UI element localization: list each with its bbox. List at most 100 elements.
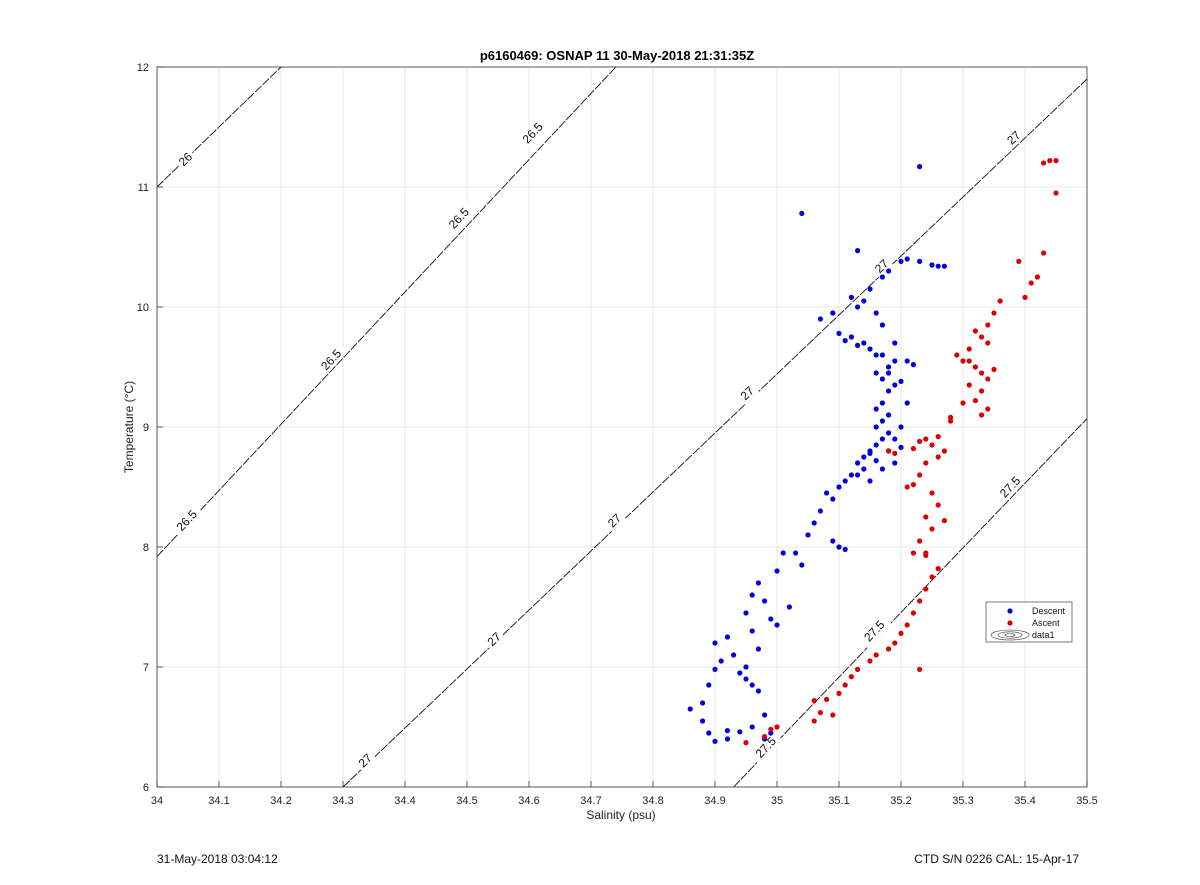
ascent-point (991, 366, 997, 372)
ascent-point (929, 574, 935, 580)
density-contour-27.5 (733, 418, 1088, 788)
y-tick-label: 11 (138, 182, 149, 194)
descent-point (755, 646, 762, 652)
ascent-point (923, 586, 929, 592)
descent-point (799, 562, 805, 568)
descent-point (886, 412, 892, 418)
ascent-point (867, 658, 873, 664)
descent-point (898, 424, 904, 430)
ascent-point (910, 482, 917, 488)
descent-point (700, 718, 706, 724)
descent-point (799, 210, 805, 216)
ascent-point (979, 370, 985, 376)
x-tick-label: 34 (151, 795, 163, 807)
ascent-point (935, 434, 941, 440)
ascent-point (923, 514, 929, 520)
ascent-point (811, 718, 817, 724)
descent-point (737, 729, 743, 735)
ascent-point (954, 352, 960, 358)
density-contour-27 (342, 78, 1088, 788)
ascent-point (972, 328, 979, 334)
descent-point (855, 304, 861, 310)
descent-point (805, 532, 811, 538)
x-tick-label: 35.3 (952, 795, 973, 807)
ascent-point (842, 682, 848, 688)
descent-point (861, 340, 867, 346)
ascent-point (917, 666, 923, 673)
descent-point (743, 664, 749, 670)
legend: Descent Ascent data1 (985, 601, 1073, 643)
descent-point (861, 454, 867, 460)
descent-point (867, 478, 873, 484)
descent-point (774, 622, 780, 628)
ascent-point (1047, 158, 1053, 164)
x-tick-label: 35.4 (1014, 795, 1035, 807)
descent-point (743, 676, 749, 682)
contour-label-bg (314, 342, 348, 377)
descent-point (724, 634, 731, 640)
ascent-point (966, 382, 972, 388)
descent-point (762, 712, 768, 718)
legend-ascent-label: Ascent (1032, 618, 1060, 628)
descent-point (910, 362, 917, 368)
x-tick-label: 34.5 (456, 795, 477, 807)
descent-point (743, 610, 749, 616)
ascent-point (873, 652, 879, 658)
descent-point (842, 338, 848, 344)
descent-point (724, 736, 731, 742)
descent-point (774, 568, 780, 574)
descent-point (879, 352, 886, 358)
descent-point (886, 430, 892, 436)
descent-point (886, 388, 892, 394)
descent-point (904, 358, 910, 364)
ascent-point (929, 442, 935, 448)
ascent-point (972, 398, 979, 404)
descent-point (898, 378, 904, 384)
descent-point (873, 424, 879, 430)
ascent-point (836, 690, 842, 697)
contour-label-bg (515, 115, 550, 151)
ascent-point (917, 538, 923, 544)
ascent-point (1053, 158, 1059, 164)
descent-point (917, 258, 923, 264)
descent-point (687, 706, 693, 712)
ascent-point (948, 414, 954, 420)
descent-point (867, 286, 873, 292)
descent-point (817, 508, 824, 514)
y-tick-label: 9 (143, 422, 149, 434)
ascent-point (935, 502, 941, 508)
legend-data1-label: data1 (1032, 630, 1055, 640)
descent-point (873, 406, 879, 412)
descent-point (855, 472, 861, 478)
contour-label-bg (173, 147, 198, 172)
ascent-point (892, 640, 898, 646)
contour-label-bg (735, 381, 759, 406)
density-contour-26 (156, 66, 282, 188)
ascent-point (979, 334, 985, 340)
descent-point (879, 376, 886, 382)
legend-contour-icon (990, 629, 1030, 641)
descent-point (706, 730, 712, 736)
descent-point (848, 472, 855, 478)
grid (156, 66, 1088, 788)
descent-point (749, 682, 755, 688)
descent-point (712, 666, 718, 673)
density-contour-26.5 (156, 66, 617, 557)
descent-point (873, 370, 879, 376)
descent-point (879, 400, 886, 406)
descent-point (867, 450, 873, 456)
x-tick-label: 34.7 (580, 795, 601, 807)
contour-label-bg (857, 613, 892, 649)
ascent-point (1028, 280, 1034, 286)
ascent-point (898, 630, 904, 637)
ascent-point (774, 724, 780, 730)
descent-point (749, 592, 755, 598)
ascent-point (1034, 274, 1040, 280)
ascent-point (935, 454, 941, 460)
ascent-point (855, 666, 861, 673)
ascent-point (923, 460, 929, 466)
ascent-point (762, 734, 768, 740)
x-tick-label: 34.2 (270, 795, 291, 807)
chart-title: p6160469: OSNAP 11 30-May-2018 21:31:35Z (480, 48, 754, 63)
ascent-point (923, 436, 929, 442)
